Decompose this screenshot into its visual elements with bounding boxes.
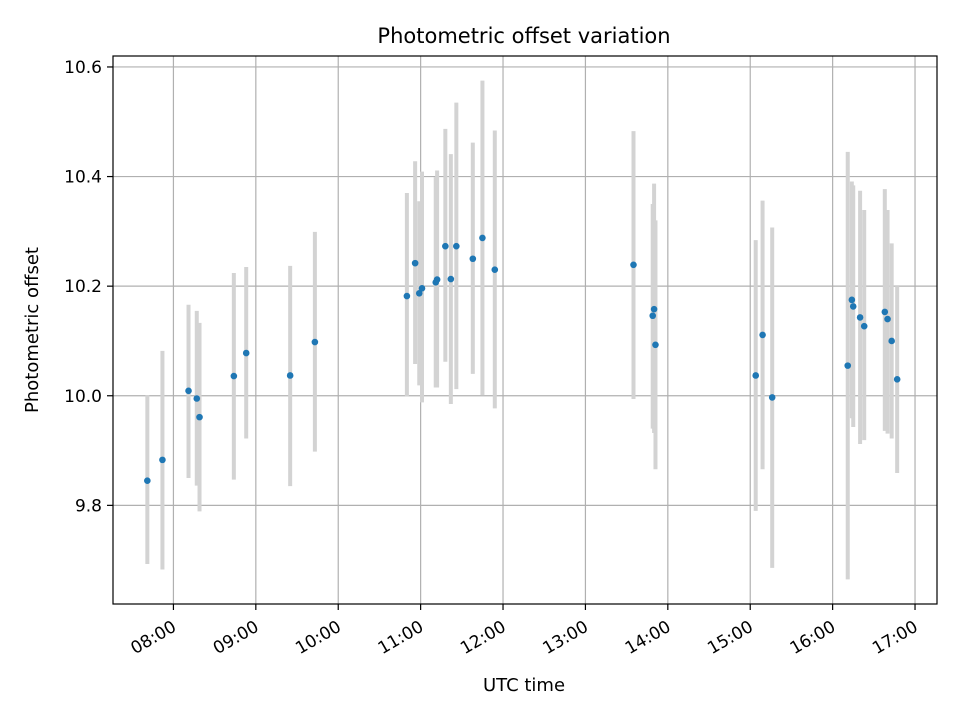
- data-point: [652, 341, 659, 349]
- data-point: [469, 255, 477, 263]
- data-point: [849, 303, 857, 310]
- data-point: [418, 285, 426, 292]
- data-point: [230, 372, 238, 380]
- data-point: [893, 376, 901, 383]
- grid-layer: [113, 56, 937, 604]
- data-point-layer: [144, 234, 901, 485]
- data-point: [479, 234, 486, 242]
- data-point: [630, 261, 637, 269]
- data-point: [649, 312, 657, 320]
- data-point: [650, 305, 658, 313]
- x-axis-label: UTC time: [483, 675, 565, 696]
- data-point: [860, 322, 868, 330]
- data-point: [433, 276, 441, 283]
- data-point: [848, 296, 856, 304]
- y-tick-label: 10.4: [64, 168, 102, 188]
- plot-area-frame: [112, 55, 938, 605]
- data-point: [185, 387, 192, 395]
- data-point: [411, 259, 419, 267]
- data-point: [286, 372, 294, 379]
- y-tick-label: 9.8: [75, 496, 102, 516]
- data-point: [442, 242, 449, 250]
- data-point: [759, 331, 766, 339]
- y-tick-label: 10.0: [64, 387, 102, 407]
- data-point: [447, 275, 455, 283]
- y-tick-label: 10.6: [64, 58, 102, 78]
- data-point: [888, 337, 895, 345]
- data-point: [144, 477, 151, 485]
- chart-title: Photometric offset variation: [377, 24, 670, 48]
- data-point: [159, 456, 166, 464]
- y-axis-label: Photometric offset: [22, 247, 43, 413]
- data-point: [311, 338, 319, 346]
- data-point: [403, 292, 411, 300]
- data-point: [242, 349, 250, 357]
- data-point: [196, 413, 203, 421]
- data-point: [884, 315, 891, 323]
- data-point: [193, 395, 201, 402]
- data-point: [856, 314, 864, 321]
- data-point: [768, 394, 776, 401]
- data-point: [415, 289, 423, 297]
- data-point: [491, 266, 499, 274]
- data-point: [844, 362, 852, 369]
- y-tick-label: 10.2: [64, 277, 102, 297]
- data-point: [881, 308, 889, 316]
- data-point: [453, 242, 460, 250]
- data-point: [752, 372, 760, 379]
